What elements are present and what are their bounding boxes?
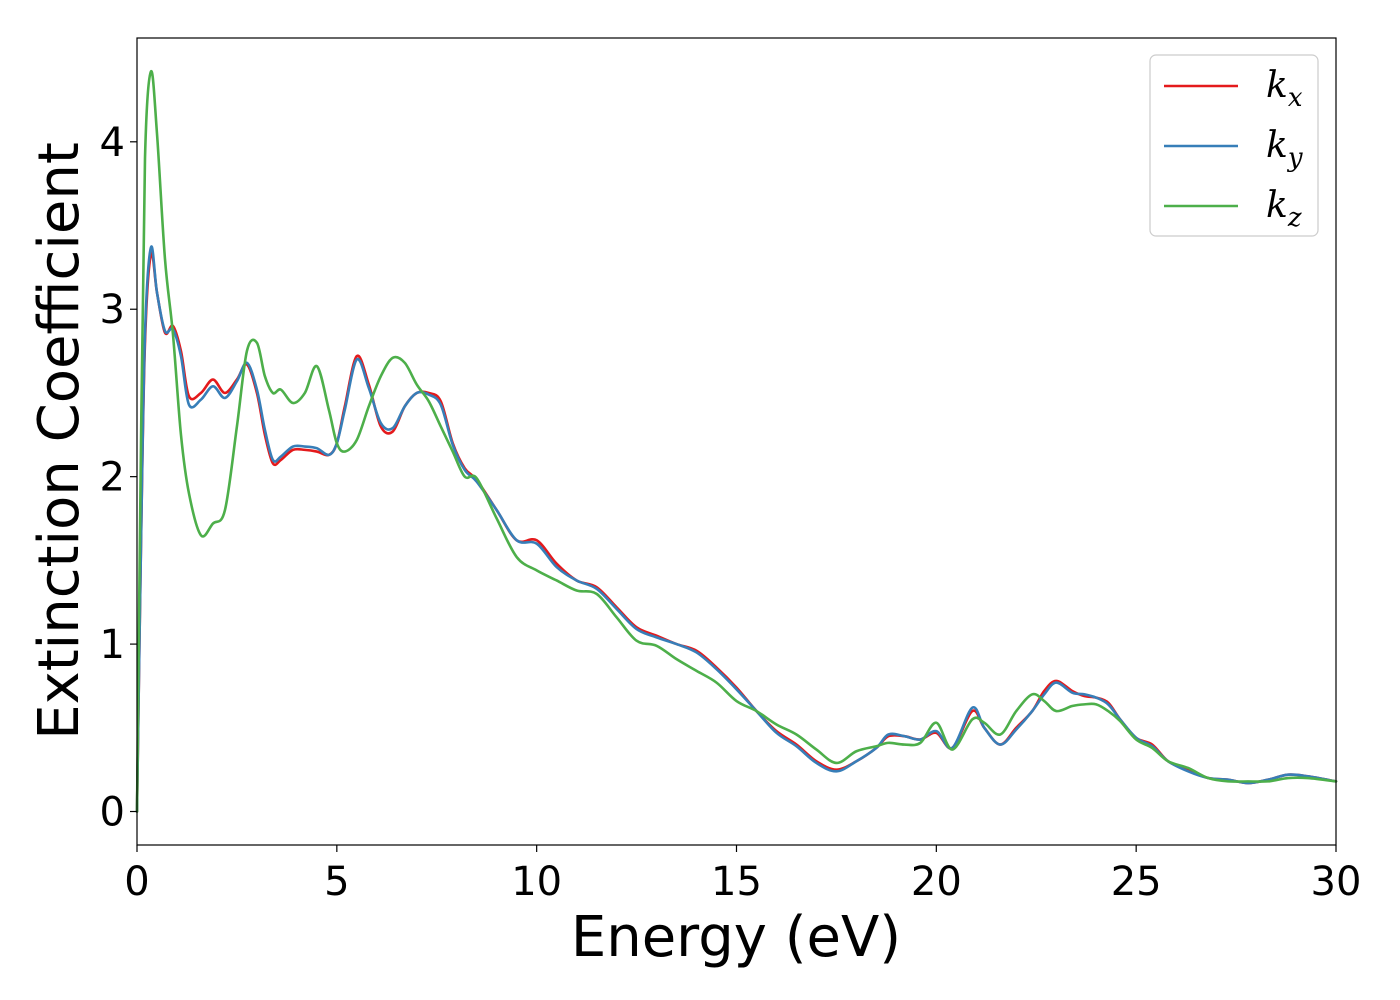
series-line-z: [135, 70, 1338, 813]
x-tick-label: 5: [324, 859, 349, 905]
series-line-y: [135, 245, 1338, 813]
y-tick-label: 1: [100, 622, 125, 668]
y-axis-title: Extinction Coefficient: [27, 142, 92, 740]
y-axis-ticks: 0 1 2 3 4: [100, 120, 137, 836]
x-tick-label: 30: [1311, 859, 1362, 905]
x-tick-label: 0: [124, 859, 149, 905]
x-tick-label: 15: [711, 859, 762, 905]
x-tick-label: 20: [911, 859, 962, 905]
x-axis-ticks: 0 5 10 15 20 25 30: [124, 845, 1361, 905]
y-tick-label: 2: [100, 455, 125, 501]
y-tick-label: 3: [100, 287, 125, 333]
x-tick-label: 10: [511, 859, 562, 905]
x-axis-title: Energy (eV): [571, 905, 901, 970]
series-layer: [135, 70, 1338, 813]
x-tick-label: 25: [1111, 859, 1162, 905]
y-tick-label: 4: [100, 120, 125, 166]
y-tick-label: 0: [100, 790, 125, 836]
